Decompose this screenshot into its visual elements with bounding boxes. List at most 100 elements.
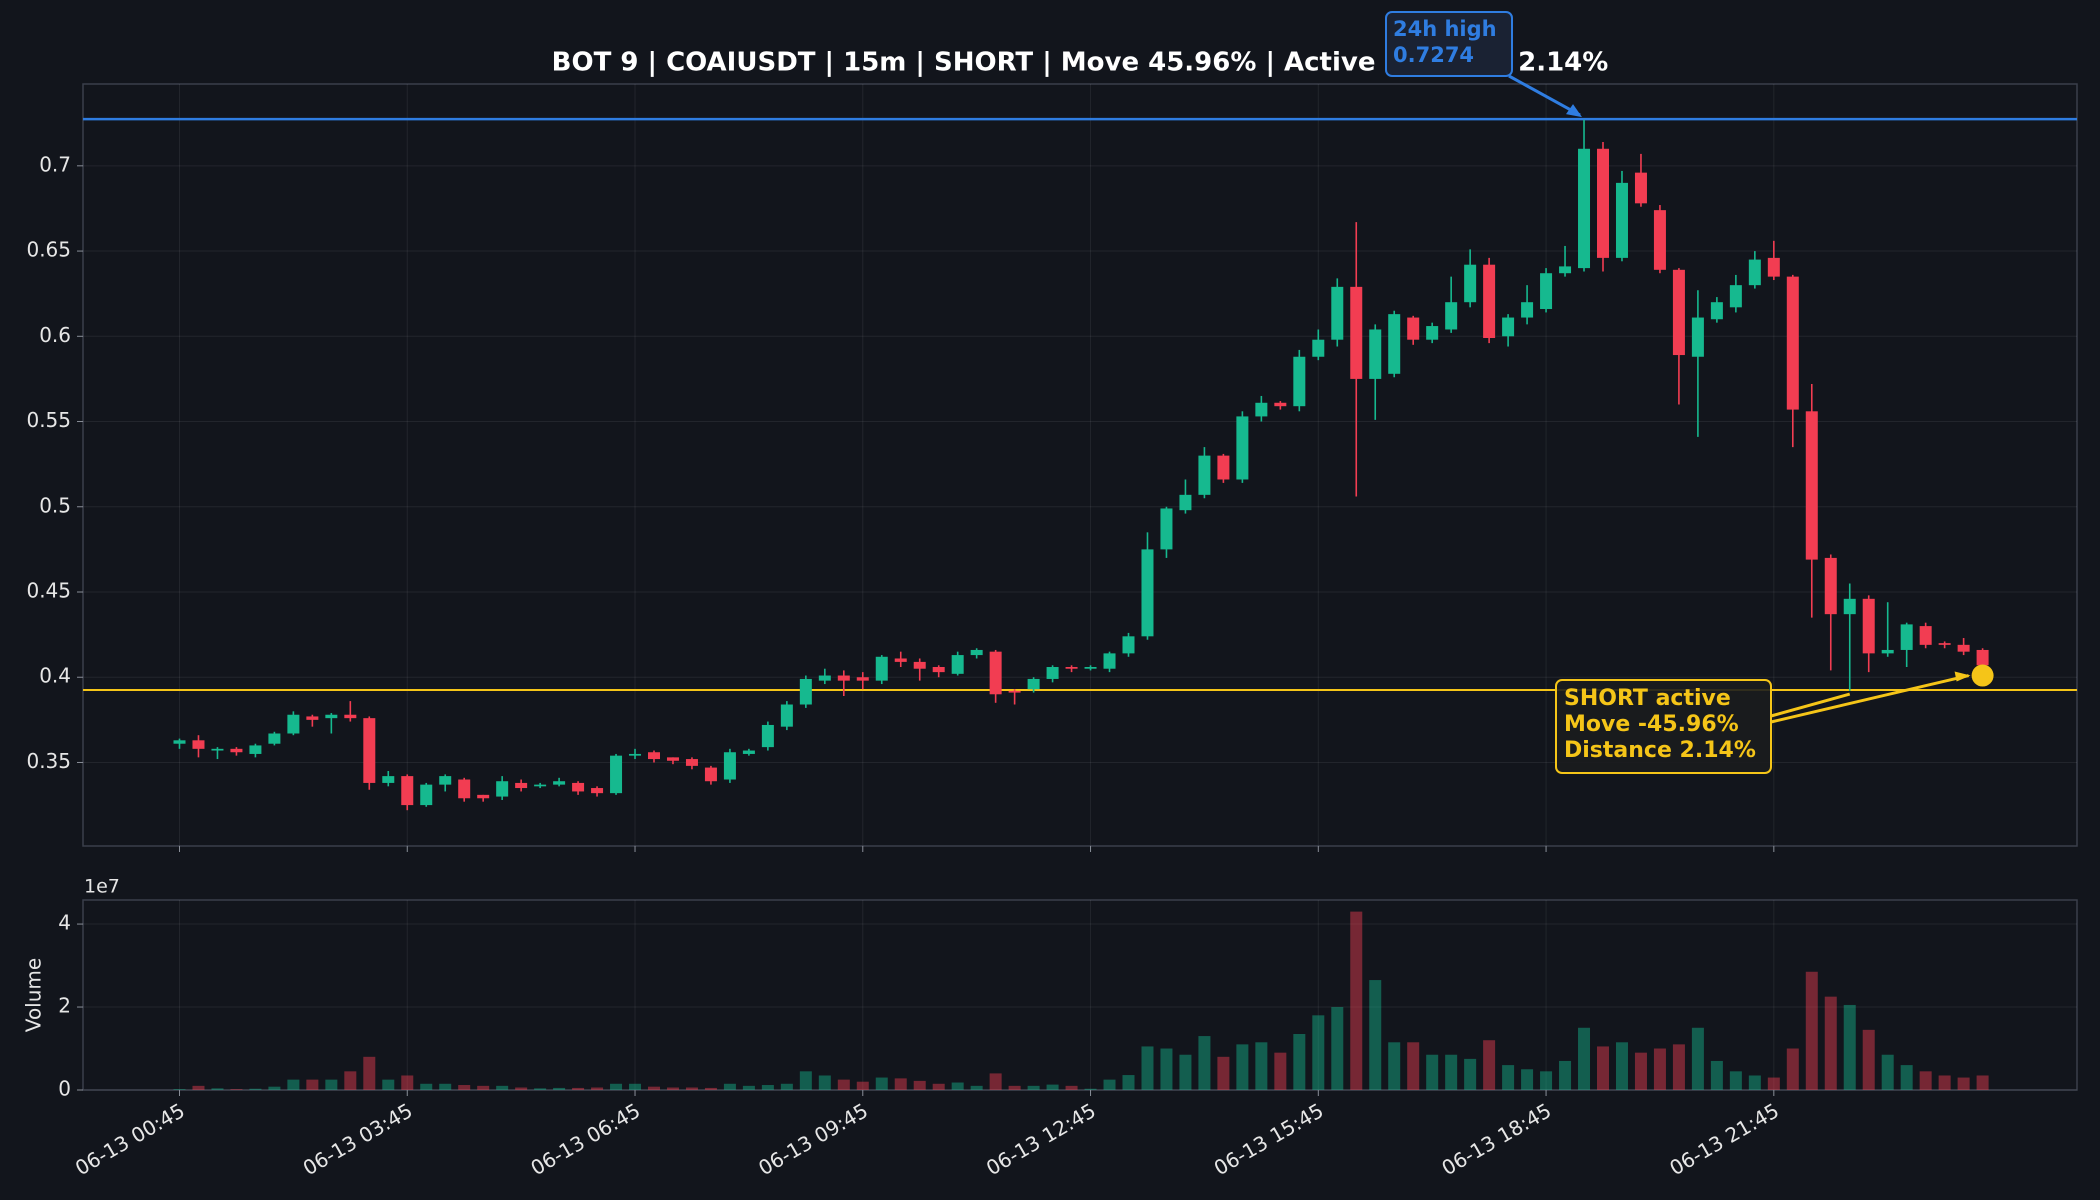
candle-body [875, 656, 888, 681]
candle-body [913, 661, 926, 669]
y-tick-label: 0.5 [39, 493, 71, 517]
candle-body [1027, 678, 1040, 690]
y-tick-label: 2 [58, 994, 71, 1018]
candle-body [1217, 455, 1230, 480]
volume-bar [913, 1080, 926, 1090]
high-label: 24h high [1393, 17, 1497, 41]
candle-body [1407, 317, 1420, 340]
volume-bar [534, 1088, 547, 1090]
candle-body [932, 667, 945, 673]
volume-bar [1862, 1029, 1875, 1090]
candle-body [1843, 598, 1856, 615]
candle-body [515, 782, 528, 789]
candle-body [1938, 643, 1951, 645]
volume-bar [1653, 1048, 1666, 1090]
candle-body [325, 714, 338, 719]
volume-bar [780, 1083, 793, 1090]
volume-bar [1710, 1060, 1723, 1090]
volume-bar [1426, 1054, 1439, 1090]
candle-body [1729, 285, 1742, 308]
candle-body [1255, 402, 1268, 417]
volume-bar [666, 1087, 679, 1090]
candle-body [818, 675, 831, 681]
volume-bar [1578, 1027, 1591, 1090]
volume-bar [363, 1056, 376, 1090]
y-tick-label: 4 [58, 911, 71, 935]
volume-bar [496, 1085, 509, 1090]
volume-axis-label: Volume [22, 958, 46, 1032]
volume-bar [761, 1085, 774, 1090]
volume-bar [1464, 1058, 1477, 1090]
volume-bar [1255, 1042, 1268, 1090]
candle-body [306, 716, 319, 720]
volume-offset: 1e7 [84, 876, 120, 898]
candle-body [1274, 402, 1287, 407]
candle-body [420, 784, 433, 806]
volume-bar [818, 1075, 831, 1090]
candle-body [1464, 264, 1477, 303]
volume-bar [1919, 1071, 1932, 1090]
volume-bar [287, 1079, 300, 1090]
candle-body [1160, 508, 1173, 550]
status-line: SHORT active [1564, 686, 1731, 711]
volume-bar [932, 1083, 945, 1090]
candle-body [1957, 644, 1970, 652]
candle-body [1369, 329, 1382, 379]
candle-body [1103, 653, 1116, 669]
volume-bar [1805, 971, 1818, 1090]
volume-bar [1938, 1075, 1951, 1090]
y-tick-label: 0.35 [26, 749, 71, 773]
volume-bar [1615, 1042, 1628, 1090]
current-price-dot [1971, 664, 1994, 687]
volume-bar [173, 1089, 186, 1090]
volume-bar [1388, 1042, 1401, 1090]
volume-bar [306, 1079, 319, 1090]
volume-bar [1122, 1075, 1135, 1090]
candle-body [1615, 182, 1628, 258]
candle-body [496, 781, 509, 797]
volume-bar [1008, 1085, 1021, 1090]
candle-body [591, 788, 604, 794]
price-panel [82, 83, 2078, 847]
candle-body [1445, 302, 1458, 330]
volume-bar [1217, 1056, 1230, 1090]
candle-body [249, 745, 262, 754]
candle-body [287, 714, 300, 734]
volume-bar [723, 1083, 736, 1090]
volume-bar [458, 1085, 471, 1090]
candle-body [1767, 257, 1780, 277]
volume-bar [1900, 1065, 1913, 1090]
volume-bar [249, 1088, 262, 1090]
candle-body [970, 649, 983, 656]
candle-body [211, 748, 224, 751]
candle-body [1198, 455, 1211, 495]
volume-bar [325, 1079, 338, 1090]
candle-body [1084, 667, 1097, 669]
volume-bar [799, 1071, 812, 1090]
candle-body [1008, 690, 1021, 693]
volume-bar [553, 1087, 566, 1090]
candle-body [894, 658, 907, 662]
candle-body [553, 781, 566, 785]
volume-bar [1065, 1085, 1078, 1090]
candle-body [1540, 273, 1553, 310]
candle-body [1597, 148, 1609, 258]
volume-bar [382, 1079, 395, 1090]
candle-body [572, 782, 585, 792]
volume-bar [1331, 1007, 1344, 1090]
y-tick-label: 0.55 [26, 408, 71, 432]
candle-body [1691, 317, 1704, 357]
volume-panel [82, 899, 2078, 1091]
candle-body [1900, 624, 1913, 650]
candle-body [192, 740, 205, 749]
volume-bar [1350, 911, 1363, 1090]
volume-bar [856, 1081, 869, 1090]
high-value: 0.7274 [1393, 43, 1474, 67]
volume-bar [1312, 1015, 1325, 1090]
volume-bar [1293, 1033, 1306, 1090]
candle-body [1179, 494, 1192, 511]
volume-bar [1729, 1071, 1742, 1090]
volume-bar [1198, 1036, 1211, 1090]
volume-bar [1369, 980, 1382, 1090]
